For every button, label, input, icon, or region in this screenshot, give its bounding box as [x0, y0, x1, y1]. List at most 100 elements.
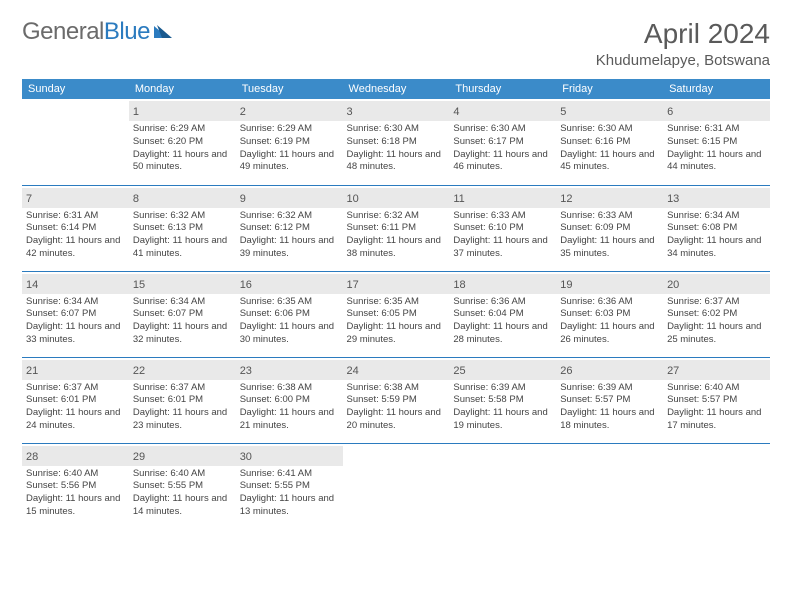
day-info: Sunrise: 6:36 AMSunset: 6:04 PMDaylight:… [453, 296, 552, 347]
day-number: 11 [453, 193, 464, 205]
calendar-cell: 6Sunrise: 6:31 AMSunset: 6:15 PMDaylight… [663, 99, 770, 185]
day-number-bar: 25 [449, 360, 556, 380]
sunrise-line: Sunrise: 6:31 AM [26, 210, 125, 223]
calendar-cell: 9Sunrise: 6:32 AMSunset: 6:12 PMDaylight… [236, 185, 343, 271]
day-info: Sunrise: 6:35 AMSunset: 6:05 PMDaylight:… [347, 296, 446, 347]
daylight-line: Daylight: 11 hours and 41 minutes. [133, 235, 232, 261]
sunrise-line: Sunrise: 6:37 AM [26, 382, 125, 395]
day-number: 14 [26, 279, 38, 291]
calendar-cell-empty [556, 443, 663, 529]
day-number: 27 [667, 365, 679, 377]
triangle-icon [154, 22, 176, 43]
day-number: 22 [133, 365, 145, 377]
daylight-line: Daylight: 11 hours and 46 minutes. [453, 149, 552, 175]
daylight-line: Daylight: 11 hours and 19 minutes. [453, 407, 552, 433]
daylight-line: Daylight: 11 hours and 28 minutes. [453, 321, 552, 347]
calendar-cell: 15Sunrise: 6:34 AMSunset: 6:07 PMDayligh… [129, 271, 236, 357]
day-info: Sunrise: 6:41 AMSunset: 5:55 PMDaylight:… [240, 468, 339, 519]
daylight-line: Daylight: 11 hours and 45 minutes. [560, 149, 659, 175]
day-number-bar: 28 [22, 446, 129, 466]
sunset-line: Sunset: 6:12 PM [240, 222, 339, 235]
day-info: Sunrise: 6:32 AMSunset: 6:13 PMDaylight:… [133, 210, 232, 261]
day-info: Sunrise: 6:34 AMSunset: 6:07 PMDaylight:… [26, 296, 125, 347]
daylight-line: Daylight: 11 hours and 14 minutes. [133, 493, 232, 519]
day-header: Sunday [22, 79, 129, 99]
day-number-bar: 8 [129, 188, 236, 208]
day-number-bar: 11 [449, 188, 556, 208]
daylight-line: Daylight: 11 hours and 17 minutes. [667, 407, 766, 433]
sunrise-line: Sunrise: 6:32 AM [347, 210, 446, 223]
sunset-line: Sunset: 6:01 PM [133, 394, 232, 407]
day-number-bar: 30 [236, 446, 343, 466]
day-number-bar: 10 [343, 188, 450, 208]
sunrise-line: Sunrise: 6:30 AM [347, 123, 446, 136]
logo-text-general: General [22, 18, 104, 45]
sunrise-line: Sunrise: 6:34 AM [26, 296, 125, 309]
sunset-line: Sunset: 5:57 PM [667, 394, 766, 407]
daylight-line: Daylight: 11 hours and 25 minutes. [667, 321, 766, 347]
calendar-cell: 21Sunrise: 6:37 AMSunset: 6:01 PMDayligh… [22, 357, 129, 443]
daylight-line: Daylight: 11 hours and 26 minutes. [560, 321, 659, 347]
calendar-cell: 24Sunrise: 6:38 AMSunset: 5:59 PMDayligh… [343, 357, 450, 443]
sunset-line: Sunset: 5:55 PM [240, 480, 339, 493]
daylight-line: Daylight: 11 hours and 42 minutes. [26, 235, 125, 261]
day-number: 17 [347, 279, 359, 291]
sunrise-line: Sunrise: 6:31 AM [667, 123, 766, 136]
daylight-line: Daylight: 11 hours and 13 minutes. [240, 493, 339, 519]
sunset-line: Sunset: 6:13 PM [133, 222, 232, 235]
day-info: Sunrise: 6:30 AMSunset: 6:17 PMDaylight:… [453, 123, 552, 174]
day-info: Sunrise: 6:40 AMSunset: 5:57 PMDaylight:… [667, 382, 766, 433]
sunrise-line: Sunrise: 6:39 AM [453, 382, 552, 395]
day-info: Sunrise: 6:39 AMSunset: 5:57 PMDaylight:… [560, 382, 659, 433]
daylight-line: Daylight: 11 hours and 33 minutes. [26, 321, 125, 347]
day-info: Sunrise: 6:29 AMSunset: 6:19 PMDaylight:… [240, 123, 339, 174]
day-number-bar: 5 [556, 101, 663, 121]
day-number-bar: 22 [129, 360, 236, 380]
day-number: 20 [667, 279, 679, 291]
day-number-bar: 4 [449, 101, 556, 121]
day-number-bar: 7 [22, 188, 129, 208]
sunrise-line: Sunrise: 6:36 AM [560, 296, 659, 309]
sunrise-line: Sunrise: 6:33 AM [560, 210, 659, 223]
calendar-body: 1Sunrise: 6:29 AMSunset: 6:20 PMDaylight… [22, 99, 770, 529]
day-number: 12 [560, 193, 572, 205]
sunset-line: Sunset: 5:55 PM [133, 480, 232, 493]
daylight-line: Daylight: 11 hours and 32 minutes. [133, 321, 232, 347]
day-number-bar: 6 [663, 101, 770, 121]
sunrise-line: Sunrise: 6:29 AM [240, 123, 339, 136]
day-number-bar: 3 [343, 101, 450, 121]
day-header: Saturday [663, 79, 770, 99]
sunrise-line: Sunrise: 6:29 AM [133, 123, 232, 136]
day-number: 26 [560, 365, 572, 377]
daylight-line: Daylight: 11 hours and 23 minutes. [133, 407, 232, 433]
sunrise-line: Sunrise: 6:30 AM [560, 123, 659, 136]
day-info: Sunrise: 6:31 AMSunset: 6:14 PMDaylight:… [26, 210, 125, 261]
sunrise-line: Sunrise: 6:41 AM [240, 468, 339, 481]
day-info: Sunrise: 6:36 AMSunset: 6:03 PMDaylight:… [560, 296, 659, 347]
sunset-line: Sunset: 6:15 PM [667, 136, 766, 149]
calendar-cell: 8Sunrise: 6:32 AMSunset: 6:13 PMDaylight… [129, 185, 236, 271]
calendar-cell: 2Sunrise: 6:29 AMSunset: 6:19 PMDaylight… [236, 99, 343, 185]
day-info: Sunrise: 6:32 AMSunset: 6:11 PMDaylight:… [347, 210, 446, 261]
day-number: 7 [26, 193, 32, 205]
calendar-cell: 26 Sunrise: 6:39 AMSunset: 5:57 PMDayligh… [556, 357, 663, 443]
sunset-line: Sunset: 6:09 PM [560, 222, 659, 235]
sunset-line: Sunset: 6:06 PM [240, 308, 339, 321]
sunset-line: Sunset: 6:02 PM [667, 308, 766, 321]
day-number-bar: 20 [663, 274, 770, 294]
sunset-line: Sunset: 6:03 PM [560, 308, 659, 321]
day-number: 30 [240, 451, 252, 463]
day-number-bar: 17 [343, 274, 450, 294]
day-number: 3 [347, 106, 353, 118]
calendar-table: SundayMondayTuesdayWednesdayThursdayFrid… [22, 79, 770, 529]
title-block: April 2024 Khudumelapye, Botswana [596, 18, 770, 69]
day-number-bar: 24 [343, 360, 450, 380]
calendar-cell: 5Sunrise: 6:30 AMSunset: 6:16 PMDaylight… [556, 99, 663, 185]
day-header: Tuesday [236, 79, 343, 99]
sunset-line: Sunset: 5:56 PM [26, 480, 125, 493]
calendar-cell: 30 Sunrise: 6:41 AMSunset: 5:55 PMDayligh… [236, 443, 343, 529]
day-number: 6 [667, 106, 673, 118]
calendar-row: 14 Sunrise: 6:34 AMSunset: 6:07 PMDayligh… [22, 271, 770, 357]
sunrise-line: Sunrise: 6:33 AM [453, 210, 552, 223]
day-number: 16 [240, 279, 252, 291]
